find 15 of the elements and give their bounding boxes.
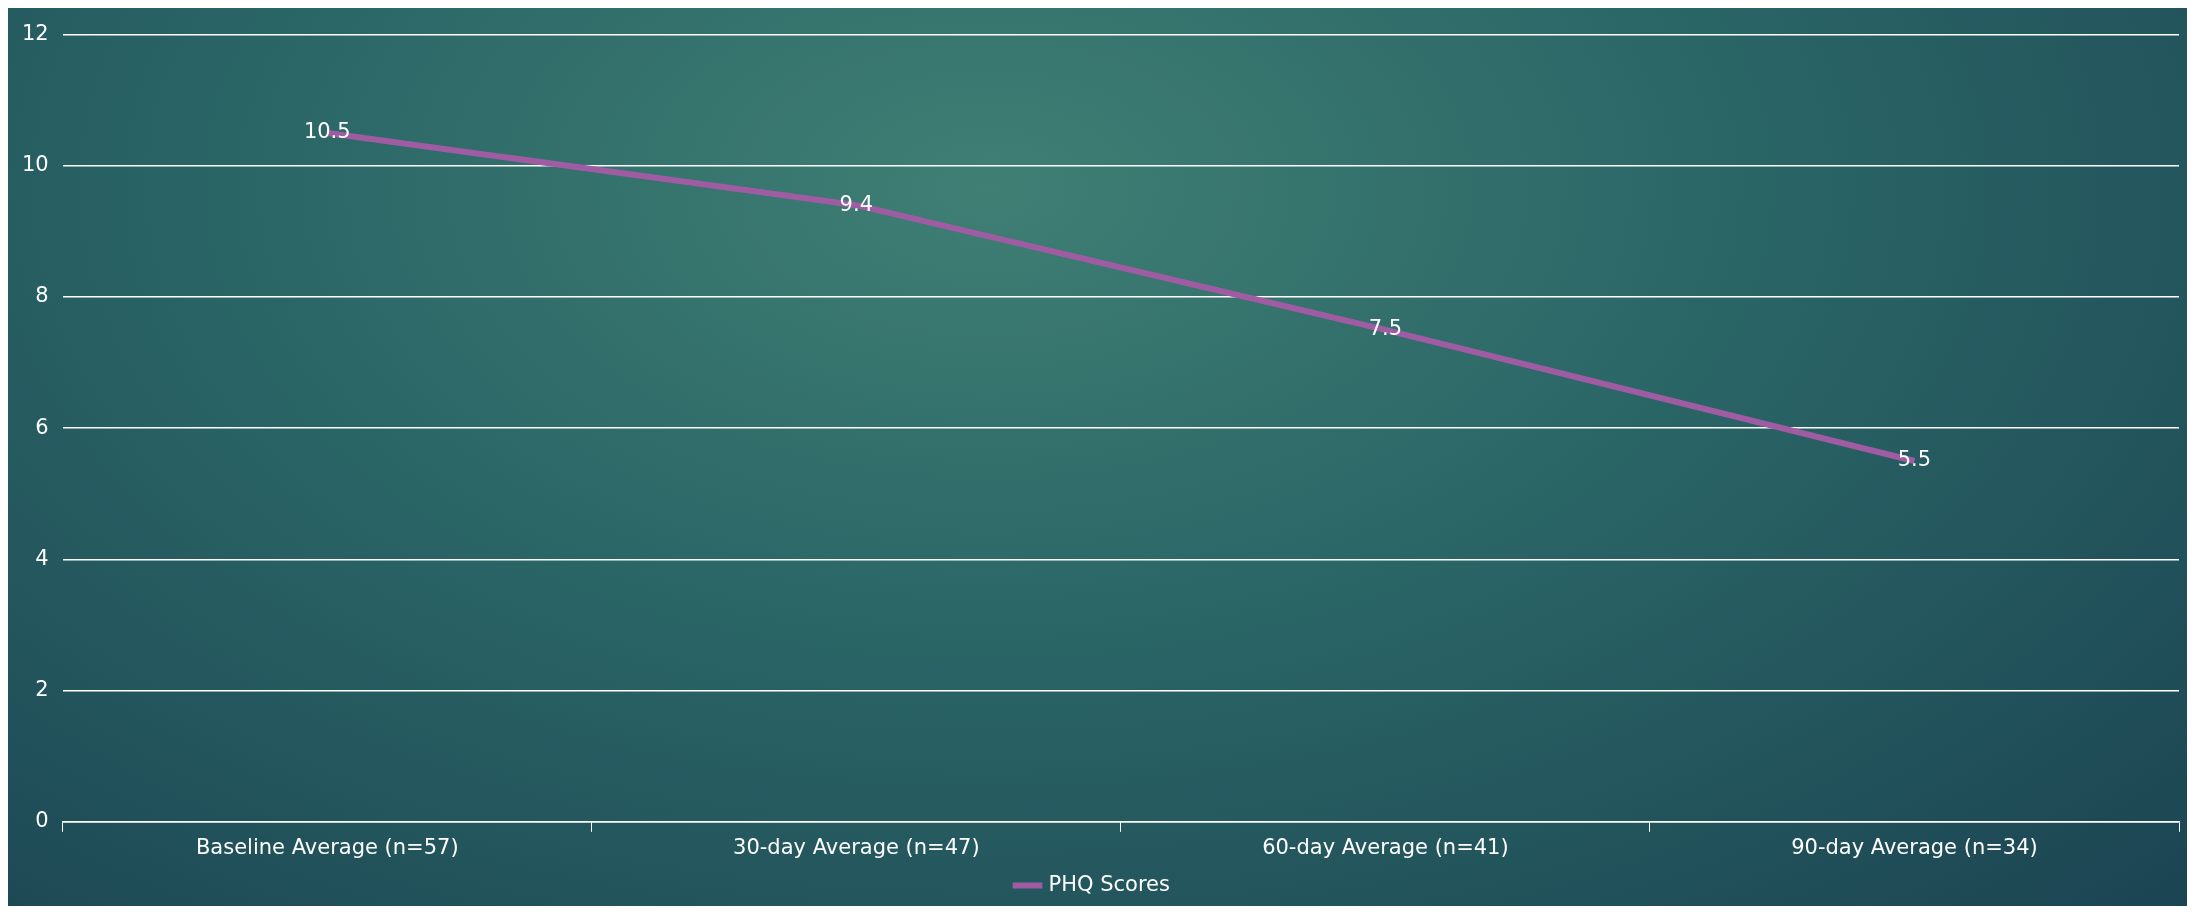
y-tick-label: 4 xyxy=(35,545,49,570)
legend-label: PHQ Scores xyxy=(1048,871,1170,896)
y-tick-label: 0 xyxy=(35,808,49,833)
data-label: 9.4 xyxy=(839,191,874,216)
y-tick-label: 10 xyxy=(21,152,49,177)
data-label: 5.5 xyxy=(1897,447,1932,472)
data-label: 10.5 xyxy=(303,119,351,144)
y-tick-label: 2 xyxy=(35,677,49,702)
x-tick-label: 90-day Average (n=34) xyxy=(1791,834,2038,859)
y-tick-label: 6 xyxy=(35,414,49,439)
x-tick-label: 60-day Average (n=41) xyxy=(1262,834,1509,859)
y-tick-label: 12 xyxy=(21,21,49,46)
x-tick-label: 30-day Average (n=47) xyxy=(733,834,980,859)
x-tick-label: Baseline Average (n=57) xyxy=(195,834,459,859)
y-tick-label: 8 xyxy=(35,283,49,308)
